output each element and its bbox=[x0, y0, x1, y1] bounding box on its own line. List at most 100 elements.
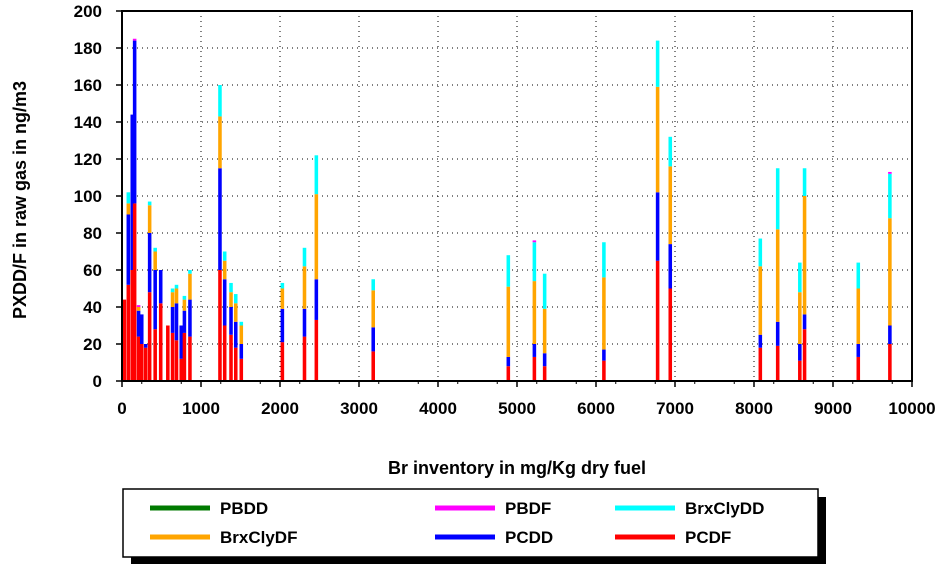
y-tick-label-5: 100 bbox=[74, 187, 102, 206]
bar-23-brxclydf bbox=[314, 194, 319, 280]
legend-item-pbdd: PBDD bbox=[150, 499, 268, 518]
bar-27-pcdd bbox=[542, 353, 547, 367]
bar-17-brxclydf bbox=[222, 260, 227, 280]
bar-11-brxclydf bbox=[170, 292, 175, 307]
bar-24-brxclydd bbox=[371, 279, 375, 291]
x-tick-label-7: 7000 bbox=[656, 399, 694, 418]
y-axis-title: PXDD/F in raw gas in ng/m3 bbox=[10, 81, 30, 319]
bar-28-brxclydd bbox=[602, 242, 606, 278]
y-tick-label-8: 160 bbox=[74, 76, 102, 95]
bar-5-pcdd bbox=[139, 314, 144, 344]
bar-8-pcdd bbox=[153, 270, 157, 330]
bar-4-brxclydf bbox=[136, 307, 141, 311]
bar-1-pcdd bbox=[126, 214, 131, 285]
bar-6-pcdd bbox=[143, 344, 148, 348]
bar-29-brxclydd bbox=[655, 40, 660, 87]
bar-16-pcdf bbox=[218, 270, 222, 381]
legend: PBDD PBDF BrxClyDD BrxClyDF PCDD PCDF bbox=[122, 488, 826, 564]
bar-26-pcdd bbox=[532, 344, 537, 357]
bar-25-pcdd bbox=[506, 356, 511, 367]
bars bbox=[122, 38, 892, 381]
bar-24-pcdf bbox=[371, 351, 375, 381]
bar-33-pcdd bbox=[798, 344, 802, 361]
bar-26-pcdf bbox=[532, 356, 537, 381]
x-tick-label-1: 1000 bbox=[182, 399, 220, 418]
bar-11-pcdf bbox=[170, 332, 175, 381]
bar-29-pcdf bbox=[655, 260, 660, 381]
bar-14-brxclydf bbox=[182, 299, 187, 311]
y-tick-label-3: 60 bbox=[83, 261, 102, 280]
bar-21-pcdd bbox=[280, 308, 285, 343]
bar-4-pbdf bbox=[136, 305, 141, 307]
bar-33-brxclydd bbox=[798, 262, 802, 293]
bar-26-brxclydd bbox=[532, 242, 537, 282]
bar-7-pcdf bbox=[147, 292, 152, 381]
legend-label: PBDF bbox=[505, 499, 551, 518]
y-tick-label-2: 40 bbox=[83, 298, 102, 317]
bar-25-brxclydd bbox=[506, 255, 511, 287]
bar-22-pcdf bbox=[302, 336, 307, 381]
bar-18-brxclydd bbox=[229, 282, 233, 293]
x-tick-label-9: 9000 bbox=[814, 399, 852, 418]
x-tick-label-0: 0 bbox=[117, 399, 126, 418]
y-tick-labels: 0 20 40 60 80 100 120 140 160 180 200 bbox=[74, 2, 102, 391]
legend-item-pcdf: PCDF bbox=[615, 528, 731, 547]
y-tick-label-1: 20 bbox=[83, 335, 102, 354]
bar-32-pcdd bbox=[775, 321, 780, 346]
bar-31-pcdf bbox=[758, 347, 763, 381]
bar-21-pcdf bbox=[280, 342, 285, 381]
legend-label: BrxClyDD bbox=[685, 499, 764, 518]
bar-21-brxclydf bbox=[280, 288, 285, 309]
x-tick-label-4: 4000 bbox=[419, 399, 457, 418]
bar-32-pcdf bbox=[775, 345, 780, 381]
bar-27-brxclydf bbox=[542, 308, 547, 354]
x-tick-label-5: 5000 bbox=[498, 399, 536, 418]
grid bbox=[122, 11, 912, 381]
bar-20-brxclydd bbox=[239, 321, 244, 326]
legend-label: PCDD bbox=[505, 528, 553, 547]
bar-17-brxclydd bbox=[222, 251, 227, 261]
bar-30-brxclydd bbox=[668, 136, 673, 167]
bar-3-pbdf bbox=[132, 38, 137, 41]
bar-30-pcdd bbox=[668, 244, 673, 289]
axis-ticks bbox=[116, 10, 913, 387]
bar-5-pcdf bbox=[139, 344, 144, 381]
bar-23-pcdf bbox=[314, 319, 319, 381]
bar-11-brxclydd bbox=[170, 288, 175, 293]
bar-4-pcdf bbox=[136, 336, 141, 381]
bar-1-pcdf bbox=[126, 284, 131, 381]
bar-29-pcdd bbox=[655, 192, 660, 261]
bar-36-pcdf bbox=[888, 344, 892, 381]
y-tick-label-10: 200 bbox=[74, 2, 102, 21]
legend-box bbox=[122, 488, 819, 558]
legend-item-pcdd: PCDD bbox=[435, 528, 553, 547]
legend-label: PCDF bbox=[685, 528, 731, 547]
legend-item-brxclydd: BrxClyDD bbox=[615, 499, 764, 518]
bar-14-brxclydd bbox=[182, 295, 187, 300]
bar-20-pcdd bbox=[239, 344, 244, 359]
bar-18-pcdf bbox=[229, 334, 233, 381]
x-tick-label-10: 10000 bbox=[888, 399, 935, 418]
bar-15-brxclydf bbox=[188, 273, 192, 300]
bar-8-brxclydd bbox=[153, 247, 157, 252]
bar-4-pcdd bbox=[136, 310, 141, 337]
bar-23-pcdd bbox=[314, 279, 319, 320]
bar-12-pcdf bbox=[174, 340, 179, 381]
bar-10-pcdf bbox=[166, 325, 170, 381]
bar-28-pcdf bbox=[602, 360, 606, 381]
bar-26-pbdf bbox=[532, 240, 537, 243]
bar-14-pcdd bbox=[182, 310, 187, 333]
bar-33-brxclydf bbox=[798, 292, 802, 344]
bar-32-brxclydf bbox=[775, 229, 780, 322]
bar-1-brxclydf bbox=[126, 203, 131, 215]
bar-21-brxclydd bbox=[280, 282, 285, 289]
bar-15-brxclydd bbox=[188, 270, 192, 274]
y-tick-label-9: 180 bbox=[74, 39, 102, 58]
bar-25-brxclydf bbox=[506, 286, 511, 357]
bar-16-pcdd bbox=[218, 168, 222, 270]
bar-12-brxclydf bbox=[174, 288, 179, 304]
bar-9-pcdf bbox=[158, 303, 163, 381]
bar-20-brxclydf bbox=[239, 325, 244, 344]
bar-15-pcdd bbox=[188, 299, 192, 337]
